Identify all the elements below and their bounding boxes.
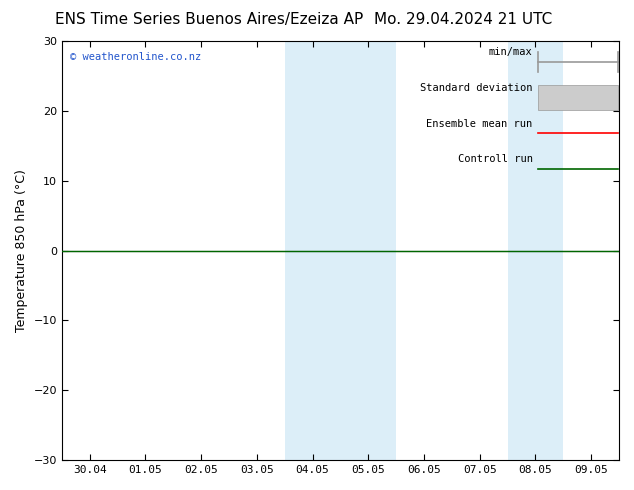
Bar	[285, 41, 396, 460]
Text: Standard deviation: Standard deviation	[420, 83, 533, 93]
Bar	[508, 41, 563, 460]
Text: © weatheronline.co.nz: © weatheronline.co.nz	[70, 51, 202, 62]
Text: Controll run: Controll run	[458, 154, 533, 164]
Text: min/max: min/max	[489, 48, 533, 57]
Y-axis label: Temperature 850 hPa (°C): Temperature 850 hPa (°C)	[15, 169, 28, 332]
Bar	[538, 85, 618, 110]
Text: Ensemble mean run: Ensemble mean run	[427, 119, 533, 128]
Text: ENS Time Series Buenos Aires/Ezeiza AP: ENS Time Series Buenos Aires/Ezeiza AP	[55, 12, 363, 27]
Text: Mo. 29.04.2024 21 UTC: Mo. 29.04.2024 21 UTC	[373, 12, 552, 27]
